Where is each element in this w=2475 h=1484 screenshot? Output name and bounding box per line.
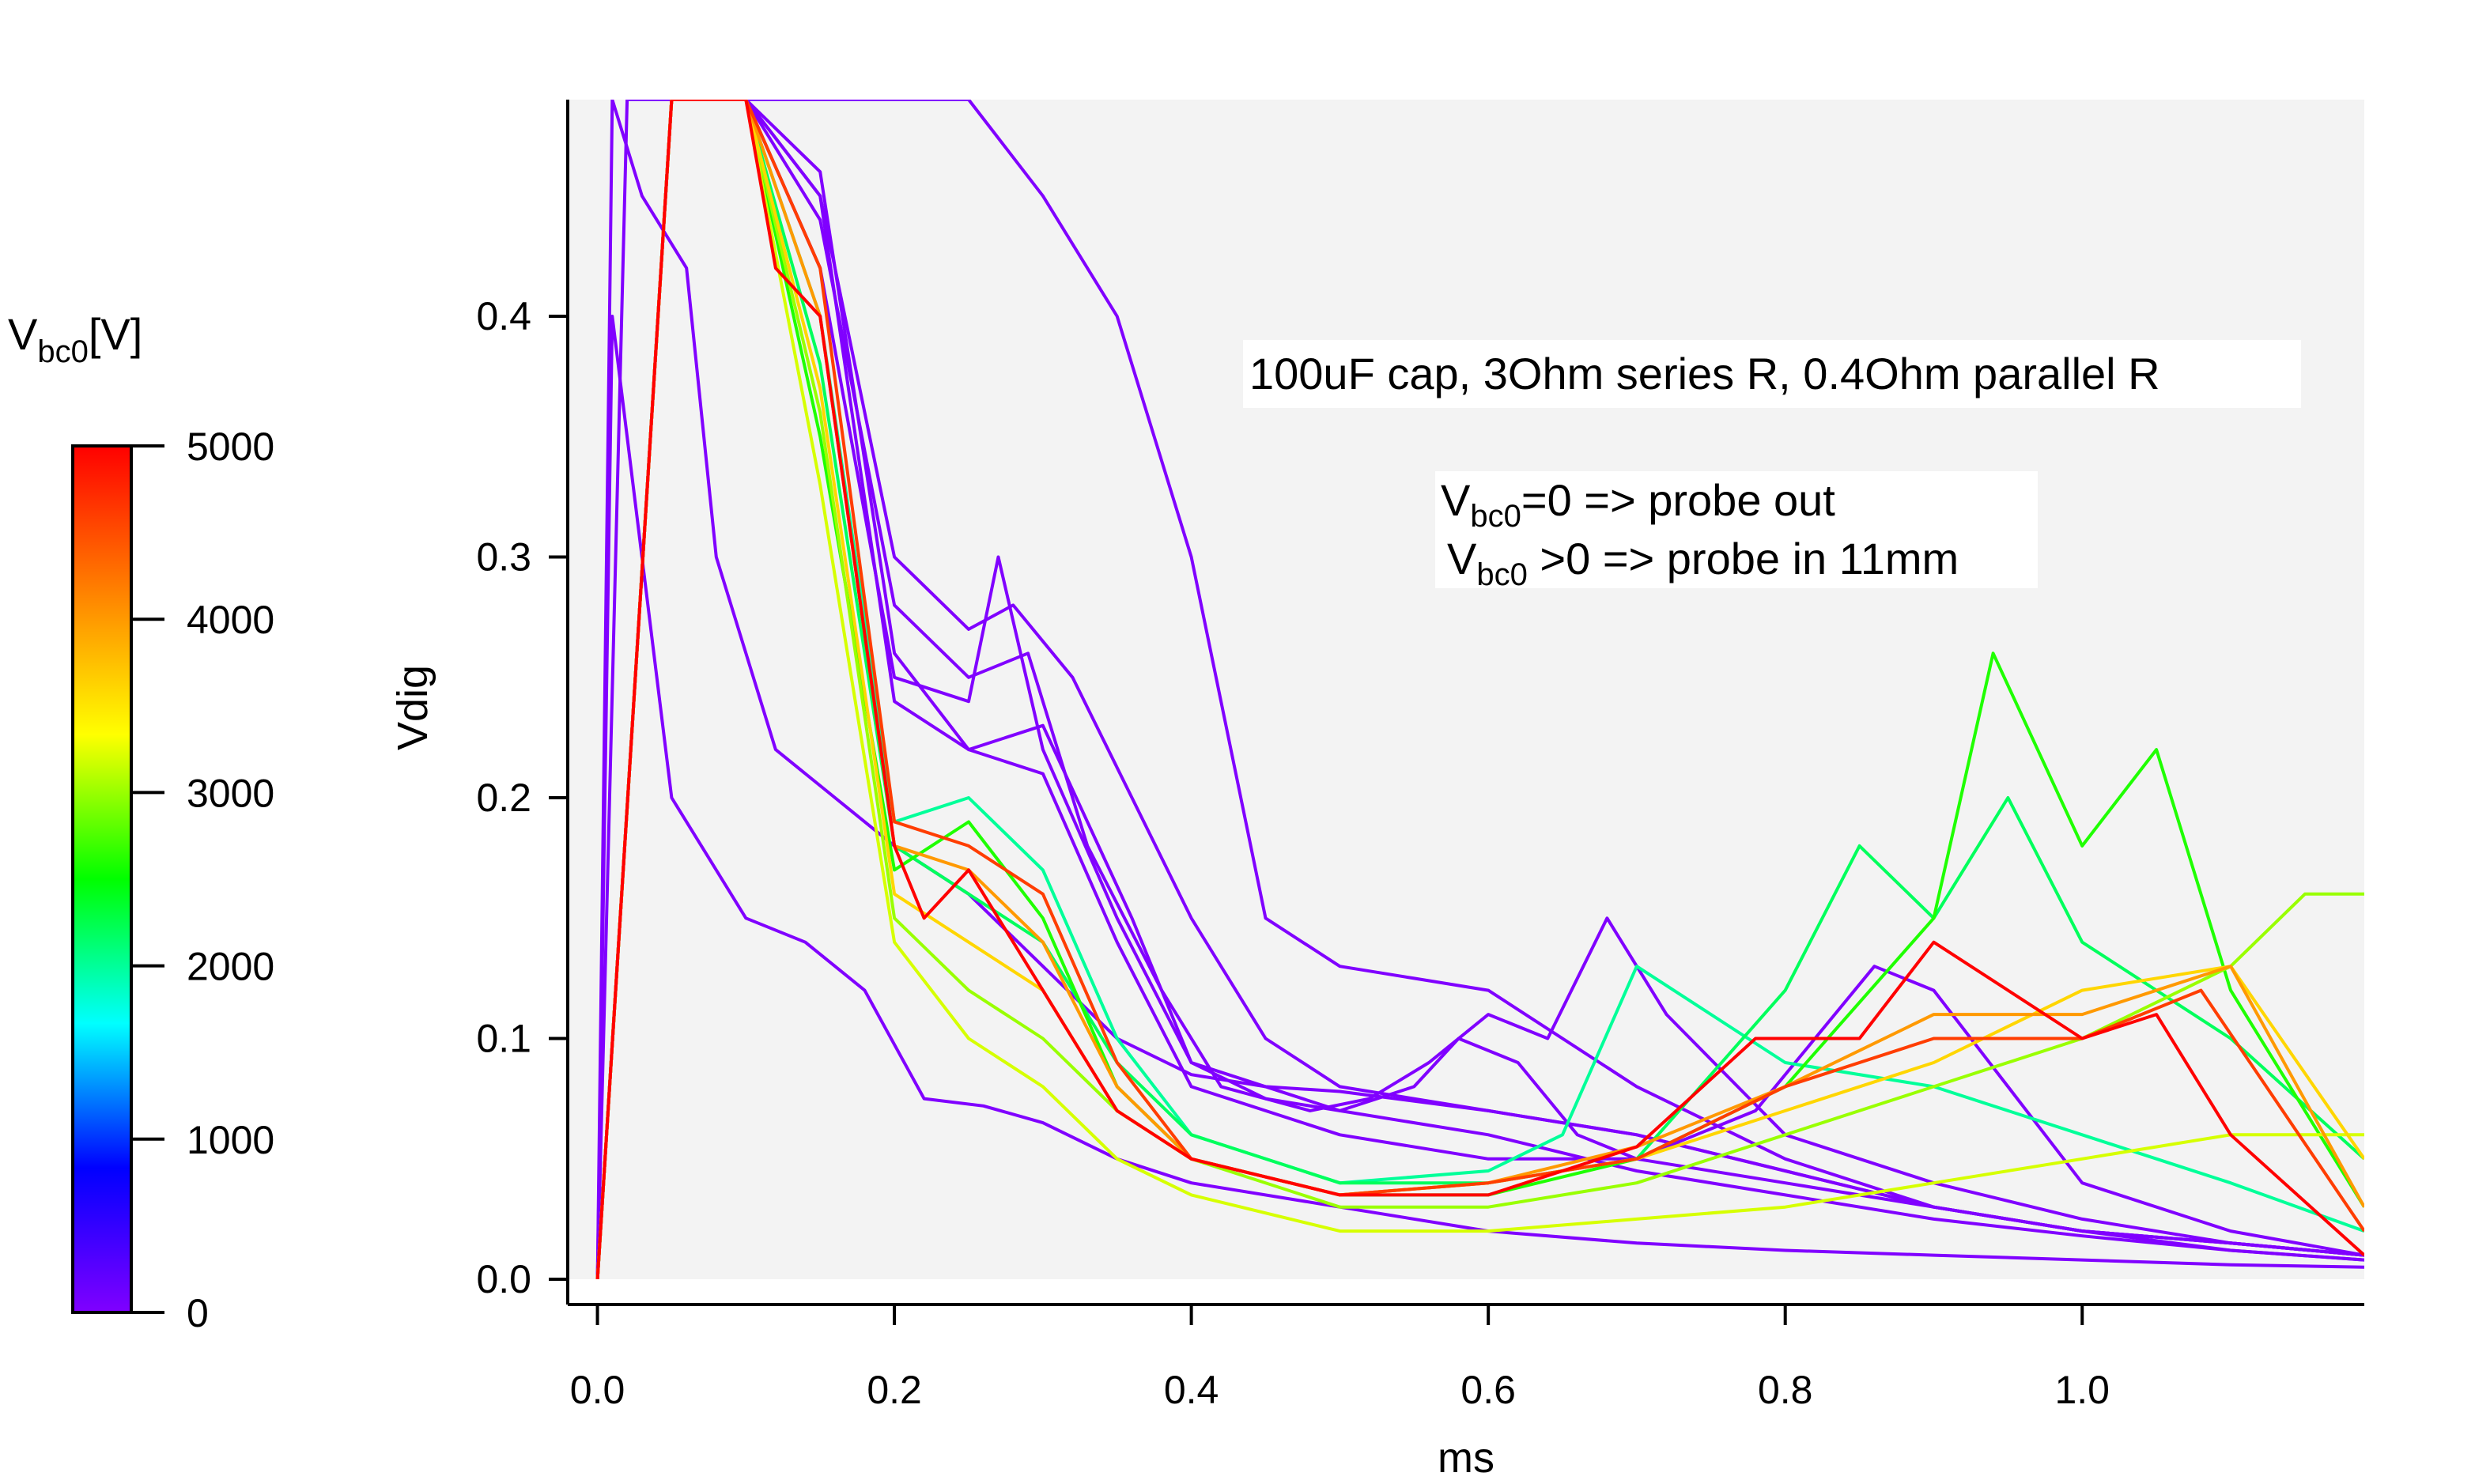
series-line-3 [595,100,2364,1279]
y-ticks: 0.0 0.1 0.2 0.3 0.4 [476,294,568,1301]
x-tick-label: 0.8 [1758,1368,1813,1412]
colorbar-tick-label: 4000 [187,598,274,642]
x-tick-label: 0.6 [1460,1368,1516,1412]
plot-area [568,100,2364,1279]
x-ticks: 0.0 0.2 0.4 0.6 0.8 1.0 [570,1305,2110,1412]
colorbar-tick-label: 3000 [187,771,274,815]
series-line-8 [595,100,2364,1279]
x-axis-label: ms [1438,1434,1494,1482]
y-tick-label: 0.3 [476,535,531,580]
colorbar-ticks: 0 1000 2000 3000 4000 5000 [131,425,274,1335]
y-tick-label: 0.4 [476,294,531,338]
setup-note: 100uF cap, 3Ohm series R, 0.4Ohm paralle… [1249,349,2160,398]
axes [566,100,2364,1306]
colorbar-label-unit: [V] [89,309,142,359]
series-layer [595,100,2364,1279]
series-line-13 [595,100,2364,1279]
colorbar-tick-label: 1000 [187,1118,274,1162]
colorbar-tick-label: 5000 [187,425,274,469]
colorbar-label-base: V [8,309,38,359]
x-tick-label: 1.0 [2054,1368,2110,1412]
probe-note-line-1-base: V [1441,475,1471,525]
probe-note-bg [1435,471,2038,588]
colorbar-tick-label: 0 [187,1291,209,1335]
x-tick-label: 0.0 [570,1368,625,1412]
probe-note-line-2: Vbc0 >0 => probe in 11mm [1447,534,1959,592]
probe-note-line-2-rest: >0 => probe in 11mm [1528,534,1959,583]
colorbar [71,444,133,1314]
y-axis-label: Vdig [389,665,436,750]
probe-note-line-1-sub: bc0 [1470,499,1521,534]
series-line-17 [595,100,2364,1279]
x-tick-label: 0.2 [867,1368,922,1412]
y-tick-label: 0.1 [476,1017,531,1061]
series-line-10 [595,100,2364,1279]
series-line-12 [595,100,2364,1279]
colorbar-tick-label: 2000 [187,945,274,989]
y-tick-label: 0.0 [476,1257,531,1301]
probe-note-line-2-sub: bc0 [1476,557,1528,592]
probe-note-line-1-rest: =0 => probe out [1521,475,1835,525]
probe-note-line-1: Vbc0=0 => probe out [1441,475,1835,534]
colorbar-label: Vbc0[V] [8,309,142,369]
colorbar-label-sub: bc0 [37,334,89,369]
setup-note-bg [1243,340,2301,408]
x-tick-label: 0.4 [1164,1368,1219,1412]
series-line-7 [595,100,2364,1279]
y-tick-label: 0.2 [476,776,531,820]
probe-note-line-2-base: V [1447,534,1477,583]
